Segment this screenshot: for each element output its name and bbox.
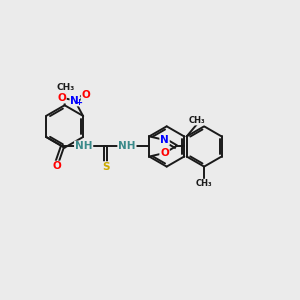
Text: O: O — [160, 148, 169, 158]
Text: N: N — [160, 135, 169, 145]
Text: CH₃: CH₃ — [189, 116, 205, 125]
Text: N: N — [70, 95, 79, 106]
Text: O: O — [82, 90, 90, 100]
Text: O: O — [53, 161, 62, 172]
Text: CH₃: CH₃ — [56, 83, 74, 92]
Text: NH: NH — [75, 142, 92, 152]
Text: O: O — [57, 93, 66, 103]
Text: S: S — [102, 162, 110, 172]
Text: NH: NH — [118, 142, 136, 152]
Text: +: + — [75, 98, 82, 107]
Text: CH₃: CH₃ — [196, 179, 212, 188]
